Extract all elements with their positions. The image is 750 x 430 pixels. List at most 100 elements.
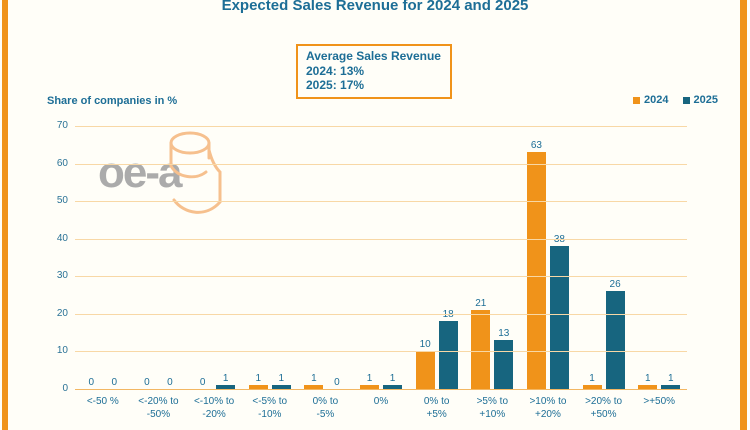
bar-group: 0 1 <-10% to -20%: [186, 126, 242, 420]
bar-value-label: 10: [419, 339, 431, 351]
x-category-label: 0% to -5%: [312, 396, 339, 420]
bar-column-2024: 10: [415, 339, 435, 389]
bar-column-2024: 1: [638, 373, 658, 389]
bar-group: 1 1 <-5% to -10%: [242, 126, 298, 420]
bar-group: 10 18 0% to +5%: [409, 126, 465, 420]
bar-2024: [582, 385, 602, 389]
x-category-label: <-20% to -50%: [138, 396, 179, 420]
x-category-label: >5% to +10%: [476, 396, 509, 420]
y-axis-title: Share of companies in %: [47, 95, 178, 107]
oea-logo-text: oe-a: [98, 148, 182, 197]
bar-column-2025: 38: [549, 234, 569, 389]
bar-2024: [471, 310, 491, 389]
bar-2025: [438, 321, 458, 389]
bar-column-2025: 0: [160, 377, 179, 389]
y-tick-label: 60: [56, 157, 68, 169]
bar-value-label: 1: [222, 373, 229, 385]
bar-value-label: 0: [167, 377, 173, 388]
bar-group: 1 1 >+50%: [631, 126, 687, 407]
y-tick-label: 70: [56, 120, 68, 131]
bar-value-label: 1: [255, 373, 262, 385]
bar-2024: [304, 385, 324, 389]
page-title: Expected Sales Revenue for 2024 and 2025: [221, 0, 529, 14]
x-category-label: <-10% to -20%: [193, 396, 235, 420]
bar-2024: [415, 351, 435, 389]
bar-value-label: 18: [442, 309, 454, 321]
bar-value-label: 0: [111, 377, 118, 388]
bar-group: 63 38 >10% to +20%: [520, 126, 576, 420]
average-2025-value: 2025: 17%: [306, 78, 365, 93]
y-tick-label: 30: [56, 270, 68, 282]
legend-swatch-2024: [633, 96, 641, 104]
bar-group: 21 13 >5% to +10%: [464, 126, 520, 420]
bar-group: 0 0 <-50 %: [75, 126, 131, 407]
x-category-label: 0% to +5%: [423, 396, 450, 420]
bar-column-2025: 26: [605, 279, 625, 389]
bar-value-label: 0: [334, 377, 340, 388]
gridline: [75, 276, 687, 278]
bar-column-2025: 13: [494, 328, 514, 389]
y-tick-label: 20: [56, 307, 68, 319]
bar-value-label: 0: [88, 377, 95, 388]
x-axis-line: [75, 389, 687, 390]
bar-value-label: 1: [644, 373, 651, 385]
legend-item-2024: 2024: [633, 94, 669, 106]
bar-group: 0 0 <-20% to -50%: [131, 126, 187, 420]
bar-value-label: 1: [311, 373, 317, 385]
legend: 2024 2025: [633, 94, 718, 106]
gridline: [75, 163, 687, 165]
gridline: [75, 351, 687, 353]
bar-value-label: 0: [199, 377, 206, 388]
bar-column-2025: 1: [661, 373, 681, 389]
bar-column-2024: 0: [137, 377, 156, 389]
x-category-label: >+50%: [643, 396, 676, 407]
bar-2024: [360, 385, 380, 389]
bar-column-2025: 0: [105, 377, 124, 389]
bar-column-2024: 1: [360, 373, 380, 389]
y-tick-label: 10: [56, 345, 68, 357]
bar-group: 1 0 0% to -5%: [298, 126, 354, 420]
bar-value-label: 1: [366, 373, 373, 385]
bar-2024: [526, 152, 546, 389]
gridline: [75, 238, 687, 240]
y-tick-label: 0: [62, 383, 68, 394]
bar-column-2024: 1: [304, 373, 324, 389]
x-category-label: <-50 %: [86, 396, 119, 407]
bar-column-2024: 0: [193, 377, 212, 389]
legend-swatch-2025: [682, 96, 690, 104]
bar-value-label: 38: [553, 234, 565, 246]
gridline: [75, 201, 687, 203]
bar-value-label: 1: [278, 373, 285, 385]
scroll-icon: [169, 131, 222, 214]
bar-column-2025: 1: [383, 373, 403, 389]
average-revenue-box: Average Sales Revenue 2024: 13% 2025: 17…: [296, 44, 452, 99]
bar-column-2025: 18: [438, 309, 458, 389]
bar-2025: [494, 340, 514, 389]
bar-value-label: 26: [609, 279, 621, 291]
average-2024-value: 2024: 13%: [306, 63, 365, 78]
bar-value-label: 21: [475, 298, 487, 310]
bar-value-label: 1: [667, 373, 674, 385]
bar-2025: [271, 385, 291, 389]
bar-groups: 0 0 <-50 % 0 0 <-20% to -50% 0 1 <-10% to -20% 1 1…: [75, 126, 687, 420]
x-category-label: 0%: [373, 396, 389, 407]
x-category-label: >10% to +20%: [529, 396, 567, 420]
bar-2025: [383, 385, 403, 389]
bar-2024: [638, 385, 658, 389]
bar-column-2024: 0: [82, 377, 101, 389]
bar-column-2024: 63: [526, 140, 546, 389]
bar-column-2025: 1: [216, 373, 236, 389]
legend-label: 2024: [644, 94, 669, 106]
x-category-label: <-5% to -10%: [252, 396, 288, 420]
bar-value-label: 63: [530, 140, 542, 152]
bar-2025: [661, 385, 681, 389]
bar-group: 1 1 0%: [353, 126, 409, 407]
bar-2025: [605, 291, 625, 389]
gridline: [75, 313, 687, 315]
bar-value-label: 1: [589, 373, 595, 385]
gridline: [75, 126, 687, 127]
bar-column-2024: 1: [248, 373, 268, 389]
bar-group: 1 26 >20% to +50%: [576, 126, 632, 420]
bar-2025: [216, 385, 236, 389]
